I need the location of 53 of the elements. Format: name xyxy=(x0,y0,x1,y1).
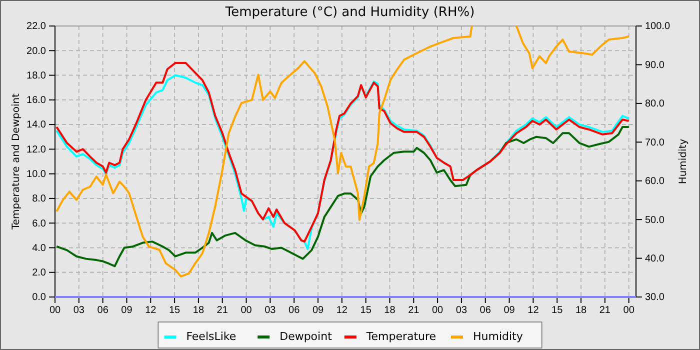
y-tick-label: 6.0 xyxy=(32,218,46,230)
legend-label: Temperature xyxy=(365,330,436,343)
y-tick-label: 4.0 xyxy=(32,242,46,254)
x-tick-label: 21 xyxy=(216,305,228,316)
legend-label: Humidity xyxy=(473,330,524,343)
x-tick-label: 03 xyxy=(456,305,468,316)
x-tick-label: 03 xyxy=(73,305,85,316)
x-tick-label: 18 xyxy=(384,305,396,316)
chart-title: Temperature (°C) and Humidity (RH%) xyxy=(224,5,475,20)
x-tick-label: 06 xyxy=(480,305,492,316)
x-tick-label: 09 xyxy=(504,305,516,316)
x-tick-label: 12 xyxy=(528,305,540,316)
legend-label: FeelsLike xyxy=(186,330,236,343)
y-tick-label: 2.0 xyxy=(32,268,46,279)
y-tick-label: 22.0 xyxy=(26,21,46,32)
y2-tick-label: 60.0 xyxy=(645,176,665,188)
y2-tick-label: 50.0 xyxy=(645,214,665,226)
y2-tick-label: 100.0 xyxy=(645,21,670,32)
y2-tick-label: 90.0 xyxy=(645,60,665,71)
x-tick-label: 15 xyxy=(168,305,181,316)
y2-tick-label: 70.0 xyxy=(645,137,665,148)
x-tick-label: 15 xyxy=(360,305,372,316)
y-axis-title: Temperature and Dewpoint xyxy=(11,93,22,231)
y2-tick-label: 30.0 xyxy=(645,292,665,304)
y-tick-label: 0.0 xyxy=(32,292,46,304)
y-tick-label: 18.0 xyxy=(26,70,46,82)
y-tick-label: 20.0 xyxy=(26,46,46,57)
x-tick-label: 09 xyxy=(312,305,324,316)
y-tick-label: 14.0 xyxy=(26,120,46,131)
x-tick-label: 00 xyxy=(240,305,252,316)
y-tick-label: 10.0 xyxy=(26,169,46,180)
x-tick-label: 12 xyxy=(336,305,348,316)
legend-label: Dewpoint xyxy=(280,330,333,343)
x-tick-label: 06 xyxy=(288,305,300,316)
y-tick-label: 16.0 xyxy=(26,95,46,106)
x-tick-label: 00 xyxy=(623,305,635,316)
x-tick-label: 21 xyxy=(408,305,420,316)
x-tick-label: 03 xyxy=(264,305,276,316)
x-tick-label: 12 xyxy=(145,305,157,316)
y-tick-label: 8.0 xyxy=(32,194,46,205)
x-tick-label: 00 xyxy=(432,305,444,316)
x-tick-label: 15 xyxy=(552,305,564,316)
y2-tick-label: 40.0 xyxy=(645,253,665,264)
y2-axis-title: Humidity xyxy=(678,138,689,184)
x-tick-label: 09 xyxy=(121,305,133,316)
line-series xyxy=(56,126,630,268)
x-tick-label: 18 xyxy=(192,305,204,316)
x-tick-label: 21 xyxy=(599,305,611,316)
x-tick-label: 06 xyxy=(97,305,109,316)
x-tick-label: 00 xyxy=(49,305,61,316)
x-tick-label: 18 xyxy=(575,305,588,316)
y2-tick-label: 80.0 xyxy=(645,98,665,110)
y-tick-label: 12.0 xyxy=(26,144,46,156)
